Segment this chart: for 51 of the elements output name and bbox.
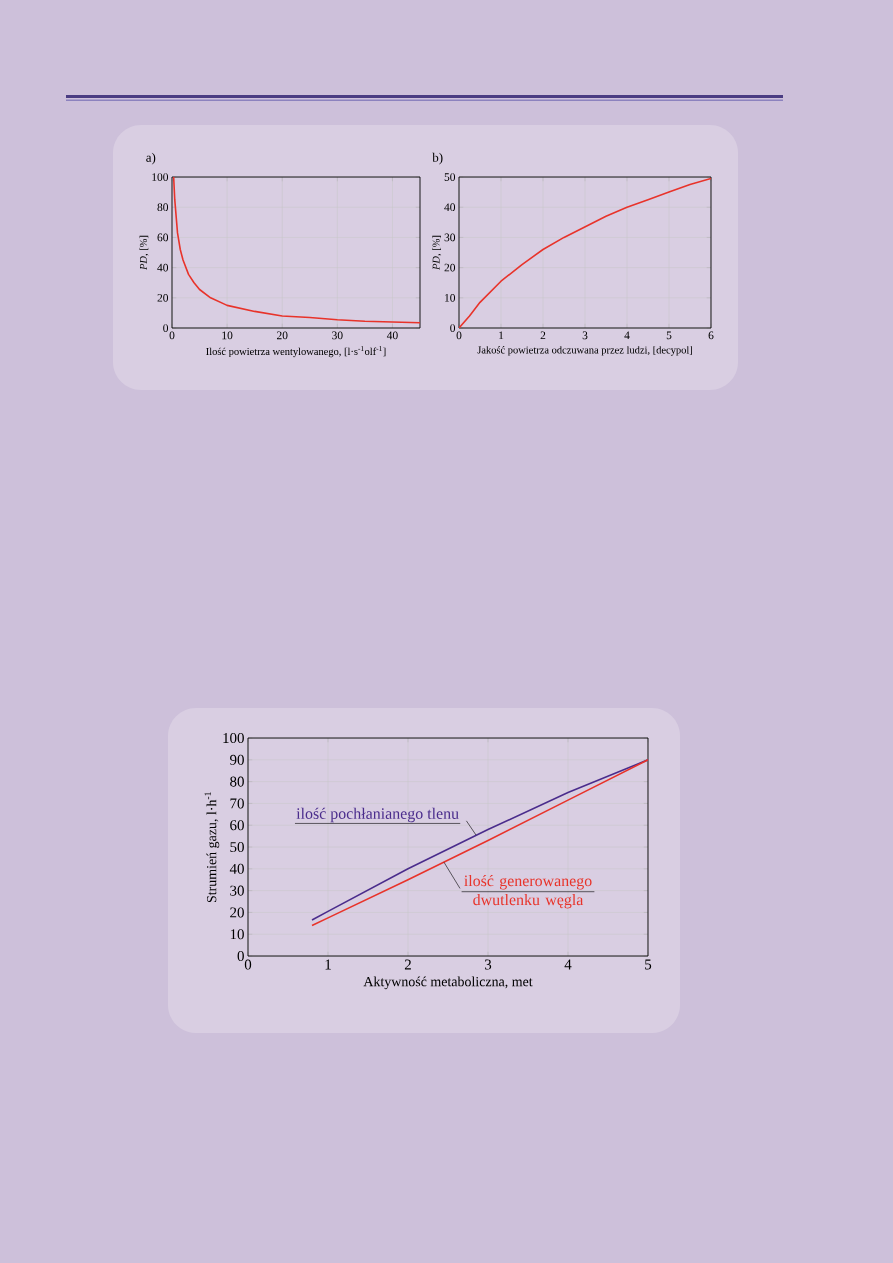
x-axis-title: Aktywność metaboliczna, met bbox=[363, 976, 533, 990]
y-tick-label: 60 bbox=[157, 233, 169, 242]
y-tick-label: 100 bbox=[152, 173, 169, 181]
x-tick-label: 2 bbox=[540, 331, 546, 340]
y-tick-label: 60 bbox=[230, 820, 244, 831]
series-label: ilość pochłanianego tlenu bbox=[296, 807, 459, 823]
x-tick-label: 0 bbox=[169, 331, 175, 340]
x-tick-label: 3 bbox=[582, 331, 588, 340]
y-tick-label: 40 bbox=[157, 263, 169, 272]
x-tick-label: 0 bbox=[244, 959, 252, 970]
y-tick-label: 10 bbox=[230, 929, 244, 940]
y-tick-label: 40 bbox=[444, 203, 456, 212]
x-tick-label: 40 bbox=[386, 331, 398, 340]
x-axis-title: Jakość powietrza odczuwana przez ludzi, [decypol] bbox=[477, 346, 692, 356]
x-tick-label: 1 bbox=[499, 331, 504, 340]
y-axis-title: PD, [%] bbox=[139, 235, 149, 271]
x-tick-label: 4 bbox=[624, 331, 630, 340]
y-tick-label: 80 bbox=[157, 203, 169, 212]
y-tick-label: 0 bbox=[163, 324, 169, 332]
series-label: ilość generowanego dwutlenku węgla bbox=[464, 874, 592, 909]
y-axis-title: Strumień gazu, l·h$^{-1}$ bbox=[204, 792, 220, 903]
y-axis-title: PD, [%] bbox=[432, 235, 442, 271]
y-tick-label: 80 bbox=[230, 776, 244, 787]
y-tick-label: 70 bbox=[230, 798, 244, 809]
x-tick-label: 30 bbox=[332, 331, 343, 340]
y-tick-label: 30 bbox=[230, 885, 244, 896]
y-tick-label: 40 bbox=[229, 863, 244, 874]
x-tick-label: 0 bbox=[456, 331, 462, 340]
y-tick-label: 0 bbox=[237, 950, 244, 962]
y-tick-label: 100 bbox=[223, 732, 244, 744]
x-tick-label: 10 bbox=[222, 331, 233, 340]
x-tick-label: 6 bbox=[708, 331, 714, 340]
x-tick-label: 5 bbox=[666, 331, 672, 340]
y-tick-label: 20 bbox=[444, 263, 456, 272]
y-tick-label: 50 bbox=[444, 173, 456, 181]
y-tick-label: 90 bbox=[230, 754, 244, 765]
y-tick-label: 50 bbox=[230, 841, 244, 853]
y-tick-label: 20 bbox=[230, 907, 244, 918]
x-axis-title: Ilość powietrza wentylowanego, [l·s$^{-1}$olf$^{-1}$] bbox=[206, 346, 386, 358]
y-tick-label: 30 bbox=[444, 233, 456, 242]
chart-title: b) bbox=[432, 152, 443, 165]
y-tick-label: 10 bbox=[445, 293, 456, 302]
x-tick-label: 4 bbox=[564, 959, 572, 970]
x-tick-label: 1 bbox=[325, 959, 331, 970]
x-tick-label: 5 bbox=[645, 959, 652, 970]
x-tick-label: 2 bbox=[404, 959, 411, 970]
x-tick-label: 20 bbox=[277, 331, 288, 340]
y-tick-label: 0 bbox=[450, 324, 456, 332]
chart-title: a) bbox=[146, 152, 156, 165]
y-tick-label: 20 bbox=[157, 293, 169, 302]
x-tick-label: 3 bbox=[484, 959, 492, 970]
